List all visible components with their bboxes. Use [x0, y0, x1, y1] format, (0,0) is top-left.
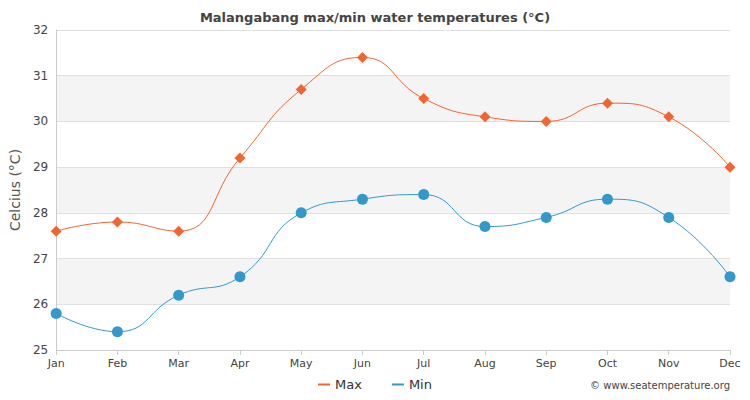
svg-text:Mar: Mar — [168, 357, 189, 370]
svg-text:26: 26 — [33, 297, 48, 311]
svg-text:Aug: Aug — [474, 357, 495, 370]
svg-text:25: 25 — [33, 343, 48, 357]
svg-text:Nov: Nov — [658, 357, 680, 370]
svg-text:28: 28 — [33, 206, 48, 220]
svg-text:29: 29 — [33, 160, 48, 174]
svg-text:Min: Min — [409, 377, 432, 392]
svg-text:May: May — [290, 357, 313, 370]
svg-text:Jul: Jul — [416, 357, 430, 370]
svg-text:Jun: Jun — [353, 357, 371, 370]
svg-text:Dec: Dec — [719, 357, 740, 370]
svg-text:Jan: Jan — [47, 357, 65, 370]
svg-text:27: 27 — [33, 252, 48, 266]
svg-text:© www.seatemperature.org: © www.seatemperature.org — [590, 380, 730, 391]
svg-text:30: 30 — [33, 114, 48, 128]
svg-text:Max: Max — [335, 377, 362, 392]
svg-text:Malangabang max/min water temp: Malangabang max/min water temperatures (… — [200, 10, 550, 25]
svg-text:Sep: Sep — [536, 357, 557, 370]
svg-text:32: 32 — [33, 23, 48, 37]
svg-text:Apr: Apr — [230, 357, 250, 370]
svg-text:Celcius (°C): Celcius (°C) — [7, 149, 23, 231]
svg-text:Oct: Oct — [598, 357, 618, 370]
svg-text:Feb: Feb — [108, 357, 127, 370]
svg-text:31: 31 — [33, 69, 48, 83]
